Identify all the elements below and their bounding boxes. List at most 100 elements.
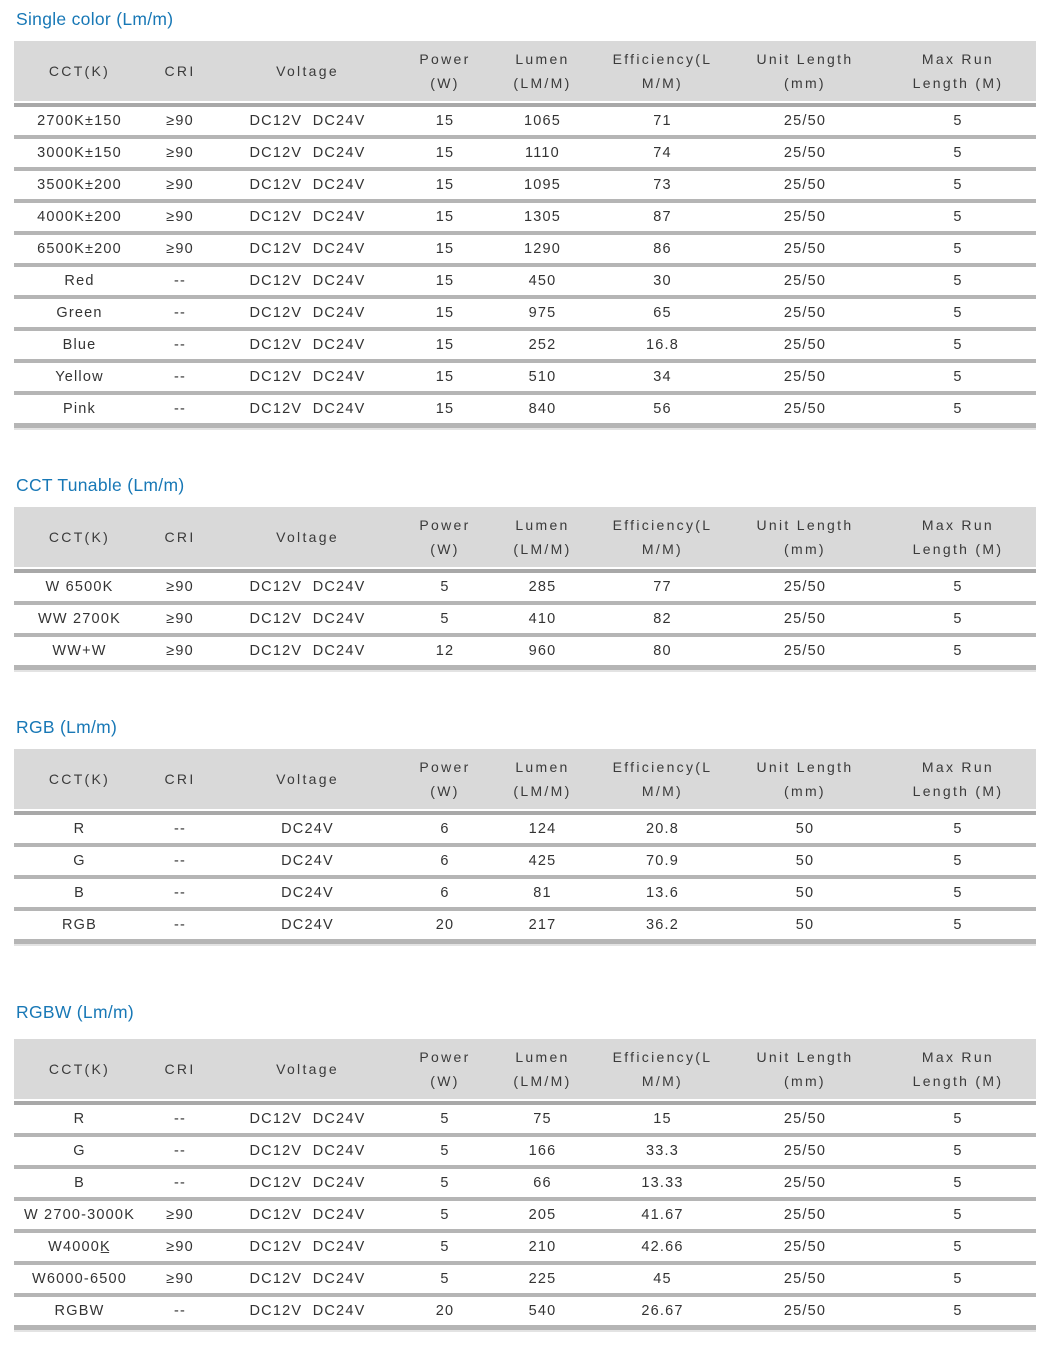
column-header: Power (W) <box>419 1049 471 1089</box>
table-cell: 205 <box>528 1207 557 1223</box>
table-cell: DC24V <box>281 917 334 933</box>
table-cell: ≥90 <box>166 241 194 257</box>
table-cell: 74 <box>653 145 672 161</box>
column-header: CRI <box>164 771 196 787</box>
table-cell: 25/50 <box>783 611 827 627</box>
section-rgbw: RGBW (Lm/m) CCT(K) CRI Voltage Power (W) Lume… <box>14 1001 1036 1330</box>
table-cell: 5 <box>440 1207 450 1223</box>
table-cell: 450 <box>528 273 557 289</box>
row-divider <box>14 1101 1036 1105</box>
table-cell: ≥90 <box>166 579 194 595</box>
table-cell: 217 <box>528 917 557 933</box>
table-cell: DC12V DC24V <box>249 337 366 353</box>
table-cell: 5 <box>953 401 963 417</box>
table-cell: 285 <box>528 579 557 595</box>
table-cell: -- <box>173 1175 187 1191</box>
table-cell: DC12V DC24V <box>249 1143 366 1159</box>
row-divider <box>14 327 1036 331</box>
table-cell: 25/50 <box>783 305 827 321</box>
single-color-table: CCT(K) CRI Voltage Power (W) Lumen (LM/M) Effic… <box>14 41 1036 428</box>
table-row: Red -- DC12V DC24V 15 450 30 25/50 5 <box>14 268 1036 294</box>
table-cell: 25/50 <box>783 113 827 129</box>
table-cell: 86 <box>653 241 672 257</box>
table-row: 3500K±200 ≥90 DC12V DC24V 15 1095 73 25/50 5 <box>14 172 1036 198</box>
table-cell: 15 <box>435 177 455 193</box>
table-cell: 25/50 <box>783 1111 827 1127</box>
row-divider <box>14 359 1036 363</box>
row-divider <box>14 1325 1036 1330</box>
table-cell: DC12V DC24V <box>249 113 366 129</box>
row-divider <box>14 199 1036 203</box>
table-header-row: CCT(K) CRI Voltage Power (W) Lumen (LM/M) Effic… <box>14 507 1036 567</box>
table-row: 2700K±150 ≥90 DC12V DC24V 15 1065 71 25/50 5 <box>14 108 1036 134</box>
table-cell: 56 <box>653 401 672 417</box>
table-cell: 5 <box>440 1143 450 1159</box>
table-row: Pink -- DC12V DC24V 15 840 56 25/50 5 <box>14 396 1036 422</box>
table-cell: 3500K±200 <box>37 177 122 193</box>
table-cell: -- <box>173 821 187 837</box>
table-cell: 25/50 <box>783 337 827 353</box>
table-cell: 15 <box>435 401 455 417</box>
column-header: Unit Length (mm) <box>756 1049 854 1089</box>
table-cell: DC12V DC24V <box>249 241 366 257</box>
table-cell: DC12V DC24V <box>249 1111 366 1127</box>
row-divider <box>14 665 1036 670</box>
table-cell: 87 <box>653 209 672 225</box>
table-cell: 25/50 <box>783 1175 827 1191</box>
table-cell: 25/50 <box>783 401 827 417</box>
table-cell: ≥90 <box>166 611 194 627</box>
column-header: Voltage <box>276 529 339 545</box>
table-cell: 5 <box>953 305 963 321</box>
table-cell: 77 <box>653 579 672 595</box>
table-cell: 5 <box>953 643 963 659</box>
table-cell: -- <box>173 917 187 933</box>
table-cell: 5 <box>953 917 963 933</box>
column-header: CRI <box>164 1061 196 1077</box>
column-header: Lumen (LM/M) <box>513 759 572 799</box>
table-cell: 5 <box>953 853 963 869</box>
table-cell: 20 <box>435 1303 455 1319</box>
table-cell: B <box>74 885 85 901</box>
table-cell: 5 <box>440 1111 450 1127</box>
row-divider <box>14 263 1036 267</box>
table-cell: 2700K±150 <box>37 113 122 129</box>
section-title-rgbw: RGBW (Lm/m) <box>16 1002 135 1022</box>
table-cell: 50 <box>795 885 815 901</box>
table-cell: 510 <box>528 369 557 385</box>
table-cell: 5 <box>953 1303 963 1319</box>
table-cell: Green <box>56 305 103 321</box>
table-row: B -- DC12V DC24V 5 66 13.33 25/50 5 <box>14 1170 1036 1196</box>
row-divider <box>14 295 1036 299</box>
table-cell: 225 <box>528 1271 557 1287</box>
column-header: CRI <box>164 529 196 545</box>
column-header: Max Run Length (M) <box>912 51 1004 91</box>
row-divider <box>14 167 1036 171</box>
table-cell: DC24V <box>281 885 334 901</box>
table-row: G -- DC12V DC24V 5 166 33.3 25/50 5 <box>14 1138 1036 1164</box>
table-cell: DC12V DC24V <box>249 369 366 385</box>
table-cell: 6500K±200 <box>37 241 122 257</box>
table-cell: 25/50 <box>783 273 827 289</box>
section-rgb: RGB (Lm/m) CCT(K) CRI Voltage Power (W) Lumen… <box>14 716 1036 944</box>
table-row: Yellow -- DC12V DC24V 15 510 34 25/50 5 <box>14 364 1036 390</box>
table-row: W 6500K ≥90 DC12V DC24V 5 285 77 25/50 5 <box>14 574 1036 600</box>
row-divider <box>14 1261 1036 1265</box>
table-cell: 5 <box>953 1271 963 1287</box>
row-divider <box>14 1293 1036 1297</box>
table-cell: 5 <box>953 579 963 595</box>
table-cell: 25/50 <box>783 177 827 193</box>
table-row: W 2700-3000K ≥90 DC12V DC24V 5 205 41.67 25/50… <box>14 1202 1036 1228</box>
table-cell: ≥90 <box>166 1239 194 1255</box>
column-header: Power (W) <box>419 517 471 557</box>
section-cct-tunable: CCT Tunable (Lm/m) CCT(K) CRI Voltage Power… <box>14 474 1036 670</box>
table-cell: 425 <box>528 853 557 869</box>
table-cell: 73 <box>653 177 672 193</box>
table-cell: ≥90 <box>166 1207 194 1223</box>
table-cell: 5 <box>440 611 450 627</box>
table-cell: 15 <box>435 369 455 385</box>
table-cell: 26.67 <box>641 1303 684 1319</box>
table-cell: 33.3 <box>645 1143 679 1159</box>
table-cell: RGBW <box>54 1303 105 1319</box>
table-cell: 6 <box>440 885 450 901</box>
row-divider <box>14 135 1036 139</box>
